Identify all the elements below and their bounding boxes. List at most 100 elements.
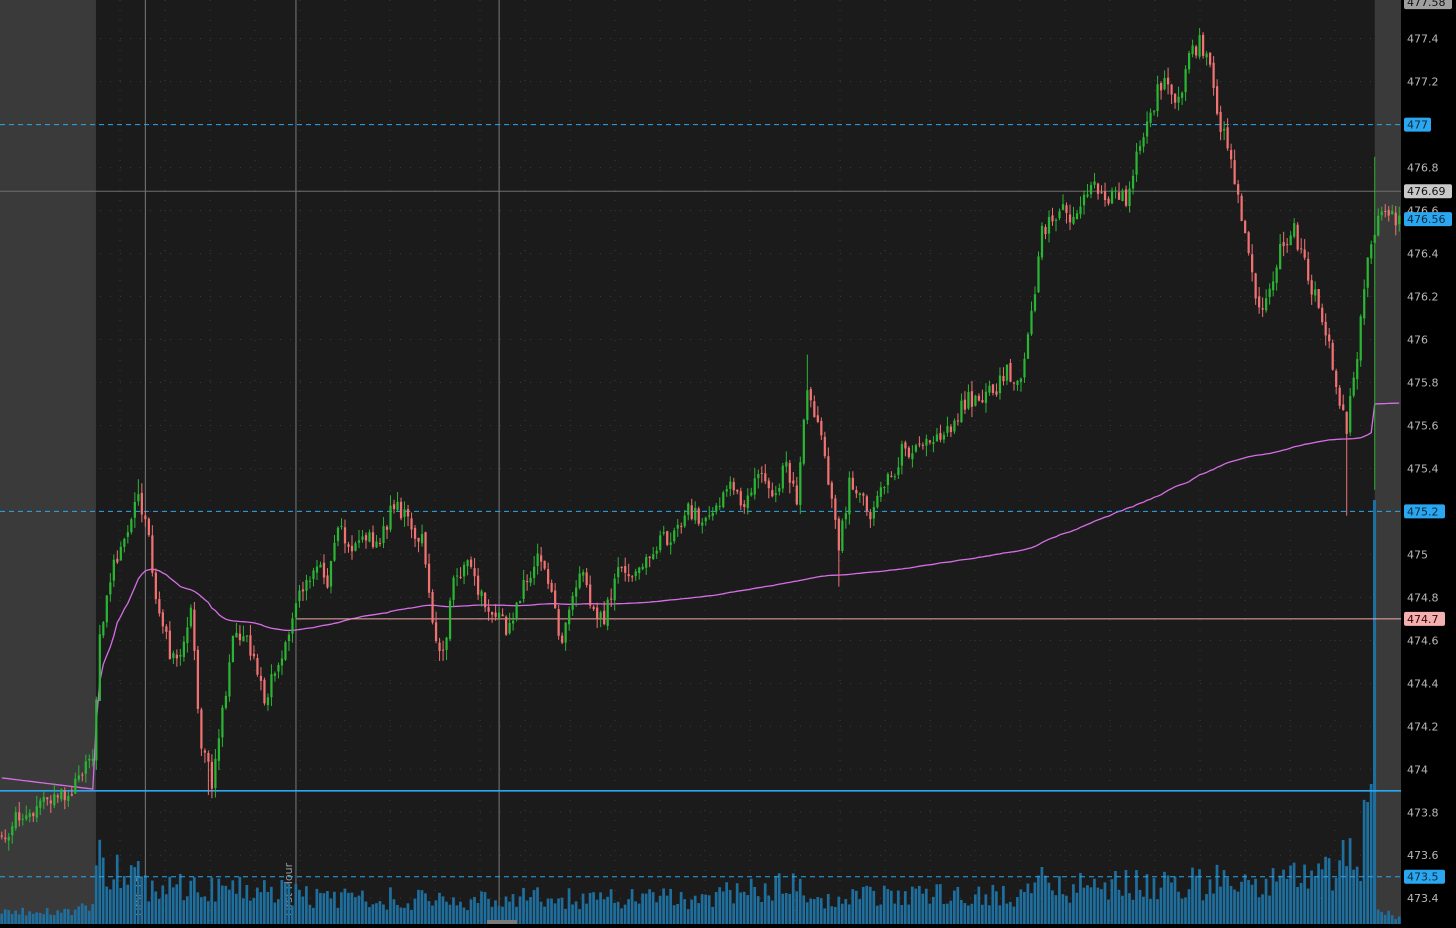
candle-body [18,812,21,821]
candle-body [123,538,126,547]
volume-bar [763,883,767,924]
volume-bar [382,904,385,924]
volume-bar [252,897,256,924]
volume-bar [336,907,340,924]
volume-bar [826,893,830,924]
candle-body [592,606,595,610]
candle-body [0,835,3,837]
volume-bar [119,888,123,924]
volume-bar [1376,909,1380,924]
level-price-tag-bg [1404,611,1445,626]
volume-bar [995,891,998,924]
volume-bar [42,914,46,924]
volume-bar [1065,895,1068,924]
candle-body [942,434,946,440]
candle-body [1310,280,1313,295]
volume-bar [1180,898,1184,924]
candle-body [1016,380,1019,385]
candle-body [214,758,217,789]
candle-body [392,504,396,509]
volume-bar [1212,893,1215,924]
candle-body [855,490,858,494]
candle-body [119,546,122,561]
volume-bar [417,889,420,924]
volume-bar [108,889,112,924]
candle-body [718,505,721,507]
volume-bar [1131,899,1135,924]
candle-body [683,515,686,527]
volume-bar [854,890,858,924]
candle-body [1328,334,1331,342]
volume-bar [1128,893,1131,924]
price-tick-label: 476.4 [1407,248,1439,261]
volume-bar [809,898,813,924]
volume-bar [501,906,504,924]
price-tick-label: 473.8 [1407,806,1439,819]
candle-body [963,399,967,410]
candle-body [1363,289,1366,319]
vwap-line [1,402,1400,790]
volume-bar [441,896,445,924]
volume-bar [1397,916,1401,924]
candle-body [1096,183,1100,194]
candle-body [554,590,557,609]
candle-body [897,467,900,475]
volume-bar [1313,876,1317,924]
candle-body [60,789,63,800]
candle-body [746,495,749,509]
volume-bar [431,905,434,924]
volume-bar [798,878,802,924]
volume-bar [1009,901,1012,924]
price-axis[interactable]: 473.4 473.6 473.8 474 474.2 474.4 474.6 474.8 47… [1401,0,1456,924]
candle-body [1012,382,1016,384]
candle-body [788,463,791,483]
candle-body [137,494,140,502]
plot-area[interactable] [0,0,1401,924]
level-price-tag: 474.7 [1407,613,1439,626]
volume-bar [1002,885,1005,924]
candle-body [1265,298,1268,311]
volume-bar [840,903,844,924]
volume-bar [966,905,970,924]
volume-bar [1061,894,1065,924]
volume-bar [1149,899,1152,924]
volume-bar [343,888,347,924]
volume-bar [970,903,974,924]
volume-bar [413,898,417,924]
horizontal-scroll-thumb[interactable] [487,920,517,924]
volume-bar [847,904,851,924]
volume-bar [529,897,532,924]
candle-body [673,530,676,542]
volume-bar [154,891,158,924]
volume-bar [1163,871,1166,924]
price-tick-label: 474.2 [1407,720,1439,733]
candle-body [697,508,700,524]
volume-bar [466,910,469,924]
candle-body [504,616,508,635]
price-tick-label: 474.4 [1407,677,1439,690]
volume-bar [1142,896,1145,924]
volume-bar [66,909,70,924]
candle-body [806,390,809,421]
volume-bar [693,895,697,924]
volume-bar [101,857,105,924]
volume-bar [133,867,137,924]
volume-bar [592,892,595,924]
volume-bar [1219,886,1222,924]
volume-bar [988,905,991,924]
candle-body [1303,249,1306,258]
volume-bar [7,910,11,924]
candle-body [1286,244,1289,246]
candle-body [1349,396,1352,433]
volume-bar [1037,875,1040,924]
volume-bar [700,894,704,924]
volume-bar [532,890,536,924]
candle-body [84,761,87,774]
volume-bar [322,893,326,924]
candle-body [694,507,697,521]
candle-body [158,599,161,614]
volume-bar [315,888,319,924]
volume-bar [161,885,165,924]
